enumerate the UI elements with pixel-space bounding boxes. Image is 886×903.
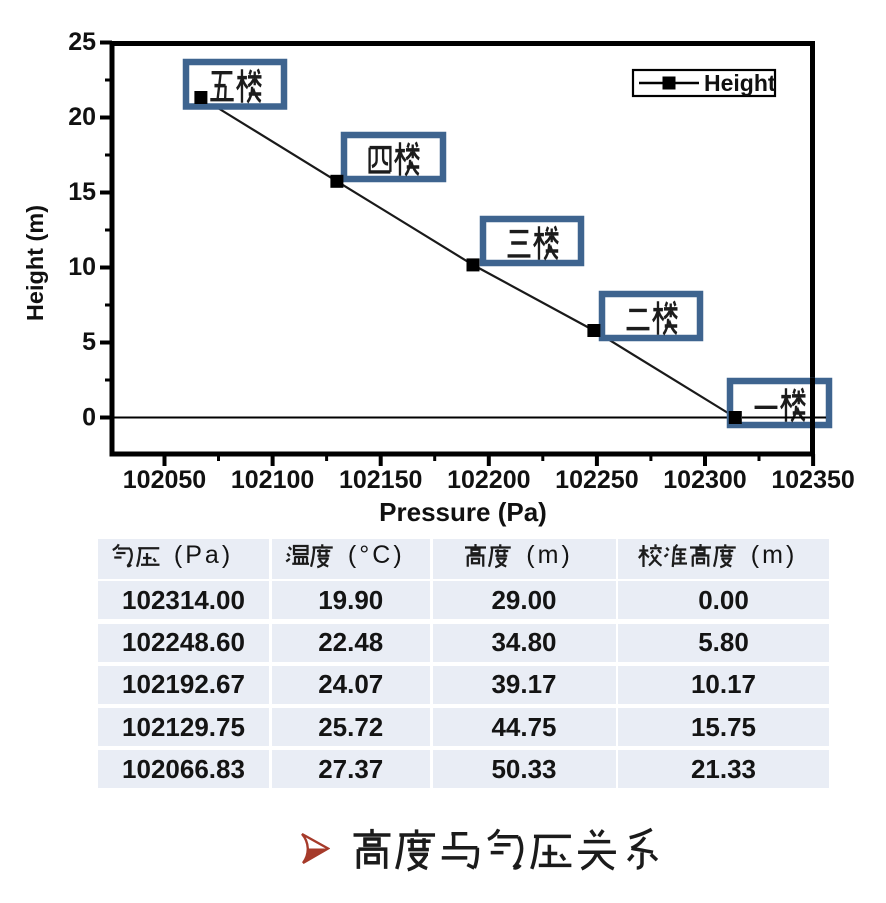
svg-text:102300: 102300 xyxy=(663,466,746,494)
svg-text:102250: 102250 xyxy=(555,466,638,494)
svg-text:102100: 102100 xyxy=(231,466,314,494)
svg-text:5: 5 xyxy=(82,328,96,356)
svg-text:0: 0 xyxy=(82,404,96,432)
svg-text:102200: 102200 xyxy=(447,466,530,494)
svg-text:25: 25 xyxy=(68,28,96,56)
svg-text:Height: Height xyxy=(704,70,776,96)
svg-text:102350: 102350 xyxy=(771,466,854,494)
svg-text:10: 10 xyxy=(68,253,96,281)
svg-text:15: 15 xyxy=(68,178,96,206)
svg-text:102050: 102050 xyxy=(123,466,206,494)
svg-text:Pressure (Pa): Pressure (Pa) xyxy=(379,497,547,527)
svg-text:102150: 102150 xyxy=(339,466,422,494)
svg-text:20: 20 xyxy=(68,103,96,131)
svg-text:Height (m): Height (m) xyxy=(22,205,48,321)
